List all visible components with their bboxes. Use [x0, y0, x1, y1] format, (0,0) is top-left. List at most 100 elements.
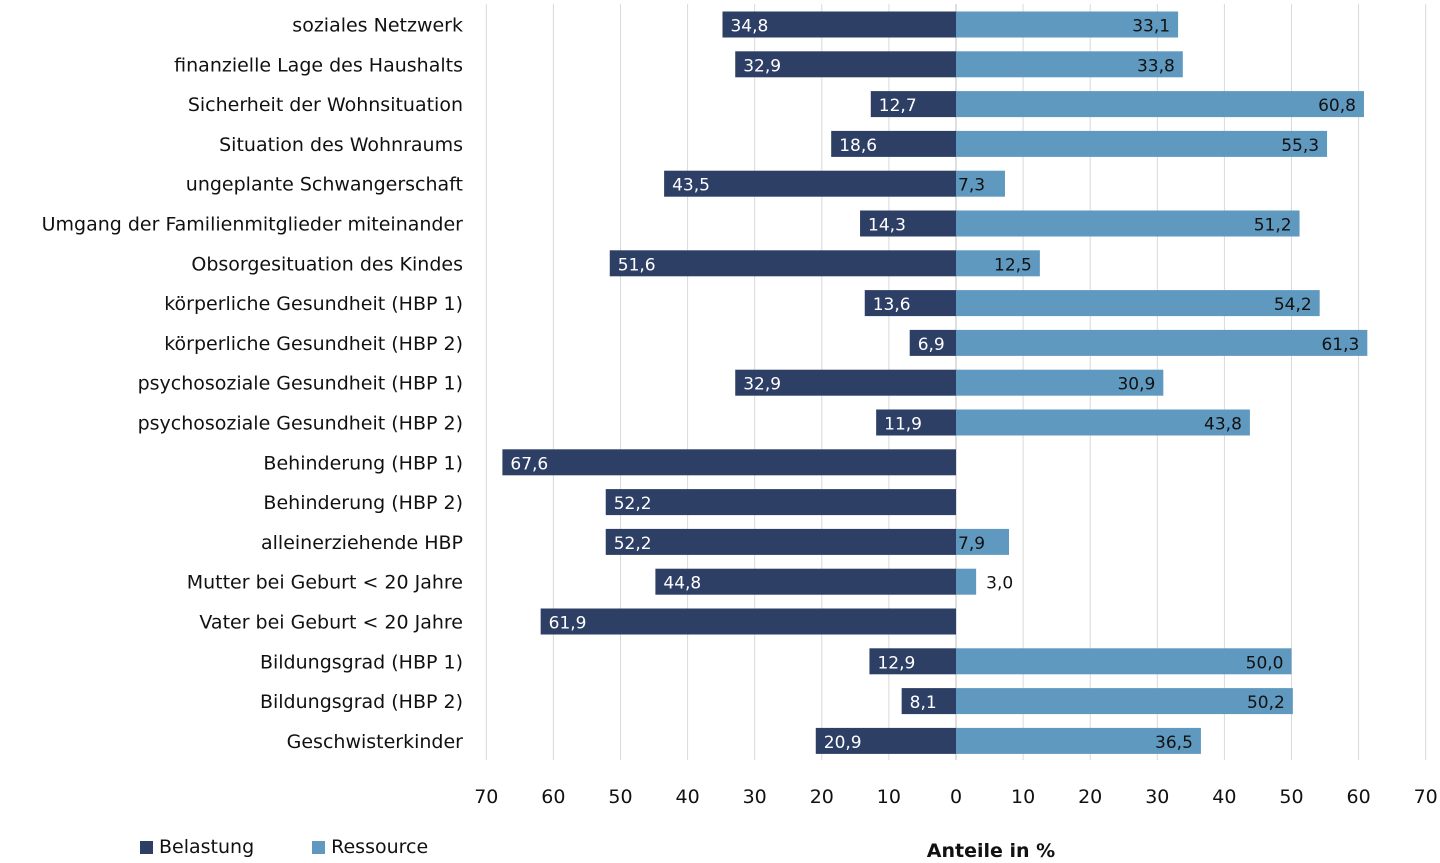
- data-label-ressource: 3,0: [986, 574, 1013, 594]
- bar-ressource: [956, 11, 1179, 38]
- bar-belastung: [831, 130, 956, 157]
- data-label-ressource: 50,0: [1246, 653, 1284, 673]
- category-label: psychosoziale Gesundheit (HBP 2): [138, 413, 463, 435]
- bar-belastung: [735, 51, 956, 78]
- legend-label-ressource: Ressource: [331, 836, 429, 858]
- bars: 34,8 33,1 32,9 33,8 12,7 60,8 18,6 55,3 43,5 7,3 1…: [502, 11, 1368, 754]
- category-label: Geschwisterkinder: [287, 731, 464, 753]
- category-label: körperliche Gesundheit (HBP 2): [164, 333, 463, 355]
- data-label-ressource: 7,9: [958, 534, 985, 554]
- data-label-ressource: 33,8: [1137, 56, 1175, 76]
- x-tick-label: 10: [1011, 786, 1035, 808]
- x-tick-label: 10: [877, 786, 901, 808]
- category-label: Sicherheit der Wohnsituation: [188, 94, 463, 116]
- data-label-belastung: 44,8: [663, 574, 701, 594]
- data-label-belastung: 12,9: [877, 653, 915, 673]
- data-label-belastung: 12,7: [879, 96, 917, 116]
- category-label: Umgang der Familienmitglieder miteinande…: [42, 214, 464, 236]
- category-label: Obsorgesituation des Kindes: [191, 253, 463, 275]
- x-tick-label: 50: [608, 786, 632, 808]
- bar-belastung: [605, 528, 956, 555]
- data-label-belastung: 34,8: [730, 17, 768, 37]
- bar-ressource: [956, 528, 1010, 555]
- x-tick-label: 70: [1414, 786, 1438, 808]
- x-tick-label: 50: [1279, 786, 1303, 808]
- bar-ressource: [956, 91, 1364, 118]
- data-label-ressource: 55,3: [1281, 136, 1319, 156]
- data-label-ressource: 61,3: [1321, 335, 1359, 355]
- x-tick-label: 40: [1212, 786, 1236, 808]
- legend-item-ressource: Ressource: [312, 836, 428, 858]
- category-label: Mutter bei Geburt < 20 Jahre: [187, 572, 463, 594]
- category-label: Behinderung (HBP 1): [263, 452, 463, 474]
- bar-ressource: [956, 329, 1368, 356]
- data-label-belastung: 14,3: [868, 216, 906, 236]
- bar-belastung: [870, 91, 956, 118]
- data-label-ressource: 51,2: [1254, 216, 1292, 236]
- bar-ressource: [956, 290, 1320, 317]
- bar-ressource: [956, 727, 1201, 754]
- x-tick-label: 70: [474, 786, 498, 808]
- category-label: körperliche Gesundheit (HBP 1): [164, 293, 463, 315]
- category-label: Vater bei Geburt < 20 Jahre: [199, 612, 463, 634]
- data-label-ressource: 12,5: [994, 255, 1032, 275]
- bar-ressource: [956, 51, 1183, 78]
- category-label: Bildungsgrad (HBP 1): [260, 651, 463, 673]
- data-label-belastung: 32,9: [743, 56, 781, 76]
- bar-ressource: [956, 369, 1164, 396]
- data-label-belastung: 11,9: [884, 415, 922, 435]
- data-label-ressource: 30,9: [1117, 375, 1155, 395]
- legend-swatch-ressource: [312, 840, 326, 854]
- bar-belastung: [860, 210, 956, 237]
- category-label: Behinderung (HBP 2): [263, 492, 463, 514]
- data-label-belastung: 18,6: [839, 136, 877, 156]
- category-label: psychosoziale Gesundheit (HBP 1): [138, 373, 463, 395]
- bar-belastung: [722, 11, 956, 38]
- bar-ressource: [956, 409, 1250, 436]
- data-label-ressource: 36,5: [1155, 733, 1193, 753]
- data-label-ressource: 60,8: [1318, 96, 1356, 116]
- bar-belastung: [815, 727, 956, 754]
- bar-belastung: [909, 329, 956, 356]
- data-label-belastung: 6,9: [918, 335, 945, 355]
- category-label: soziales Netzwerk: [292, 15, 463, 37]
- data-label-ressource: 50,2: [1247, 693, 1285, 713]
- bar-ressource: [956, 568, 977, 595]
- bar-belastung: [609, 250, 956, 277]
- data-label-belastung: 13,6: [873, 295, 911, 315]
- data-label-belastung: 52,2: [614, 494, 652, 514]
- category-labels: soziales Netzwerk finanzielle Lage des Ha…: [42, 15, 464, 753]
- data-label-ressource: 54,2: [1274, 295, 1312, 315]
- bar-belastung: [869, 648, 956, 675]
- bar-belastung: [605, 489, 956, 516]
- data-label-belastung: 32,9: [743, 375, 781, 395]
- x-tick-label: 40: [676, 786, 700, 808]
- x-tick-label: 20: [810, 786, 834, 808]
- x-tick-label: 0: [950, 786, 962, 808]
- data-label-ressource: 43,8: [1204, 415, 1242, 435]
- legend-label-belastung: Belastung: [159, 836, 255, 858]
- bar-ressource: [956, 250, 1040, 277]
- data-label-belastung: 43,5: [672, 176, 710, 196]
- bar-belastung: [502, 449, 956, 476]
- category-label: Bildungsgrad (HBP 2): [260, 691, 463, 713]
- x-tick-label: 60: [541, 786, 565, 808]
- bar-belastung: [901, 688, 956, 715]
- x-tick-labels: 70 60 50 40 30 20 10 0 10 20 30 40 50 60 70: [474, 786, 1438, 808]
- bar-belastung: [876, 409, 956, 436]
- bar-belastung: [664, 170, 956, 197]
- bar-belastung: [540, 608, 956, 635]
- category-label: alleinerziehende HBP: [261, 532, 463, 554]
- data-label-ressource: 33,1: [1132, 17, 1170, 37]
- bar-belastung: [864, 290, 956, 317]
- x-tick-label: 30: [1145, 786, 1169, 808]
- data-label-belastung: 61,9: [549, 614, 587, 634]
- bar-ressource: [956, 648, 1292, 675]
- x-tick-label: 20: [1078, 786, 1102, 808]
- category-label: ungeplante Schwangerschaft: [186, 174, 463, 196]
- data-label-ressource: 7,3: [958, 176, 985, 196]
- legend: Belastung Ressource: [140, 836, 428, 858]
- data-label-belastung: 51,6: [618, 255, 656, 275]
- legend-item-belastung: Belastung: [140, 836, 254, 858]
